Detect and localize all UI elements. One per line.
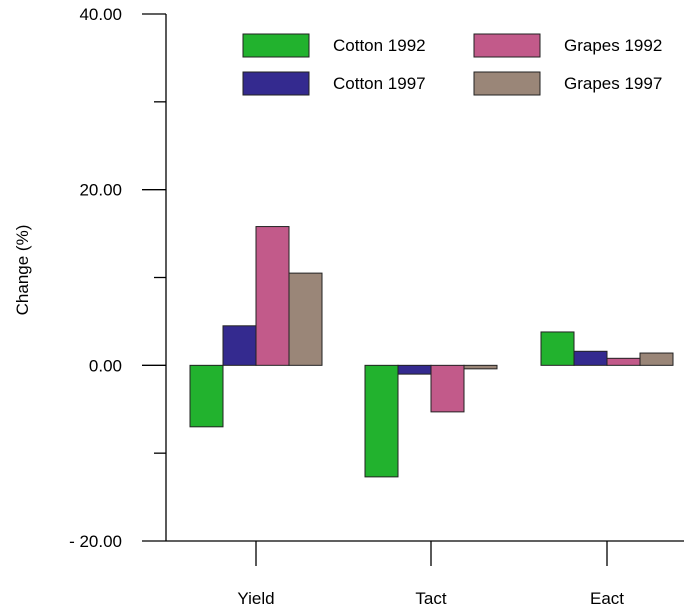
legend-swatch xyxy=(242,71,310,96)
legend-label: Cotton 1992 xyxy=(333,36,426,55)
bar xyxy=(222,325,257,366)
x-tick-label: Eact xyxy=(590,589,624,608)
bar xyxy=(255,226,290,366)
bar xyxy=(189,364,224,428)
legend-label: Cotton 1997 xyxy=(333,74,426,93)
bar xyxy=(288,272,323,366)
y-tick-label: 20.00 xyxy=(79,181,122,200)
y-tick-label: 0.00 xyxy=(89,356,122,375)
bar xyxy=(573,350,608,366)
bars xyxy=(189,226,674,478)
bar xyxy=(606,357,641,366)
legend-label: Grapes 1997 xyxy=(564,74,662,93)
legend-swatch xyxy=(242,33,310,58)
bar xyxy=(397,364,432,375)
y-tick-label: 40.00 xyxy=(79,5,122,24)
legend: Cotton 1992 Cotton 1997 Grapes 1992 Grapes … xyxy=(242,33,662,96)
legend-label: Grapes 1992 xyxy=(564,36,662,55)
legend-swatch xyxy=(473,33,541,58)
x-tick-label: Yield xyxy=(237,589,274,608)
y-axis-title: Change (%) xyxy=(13,225,32,316)
axes: 40.00 20.00 0.00 - 20.00 Yield Tact Eact xyxy=(69,5,684,608)
bar xyxy=(364,364,399,478)
y-tick-label: - 20.00 xyxy=(69,532,122,551)
x-tick-label: Tact xyxy=(415,589,446,608)
bar xyxy=(430,364,465,413)
bar xyxy=(463,364,498,370)
bar xyxy=(540,331,575,366)
legend-swatch xyxy=(473,71,541,96)
bar xyxy=(639,352,674,366)
